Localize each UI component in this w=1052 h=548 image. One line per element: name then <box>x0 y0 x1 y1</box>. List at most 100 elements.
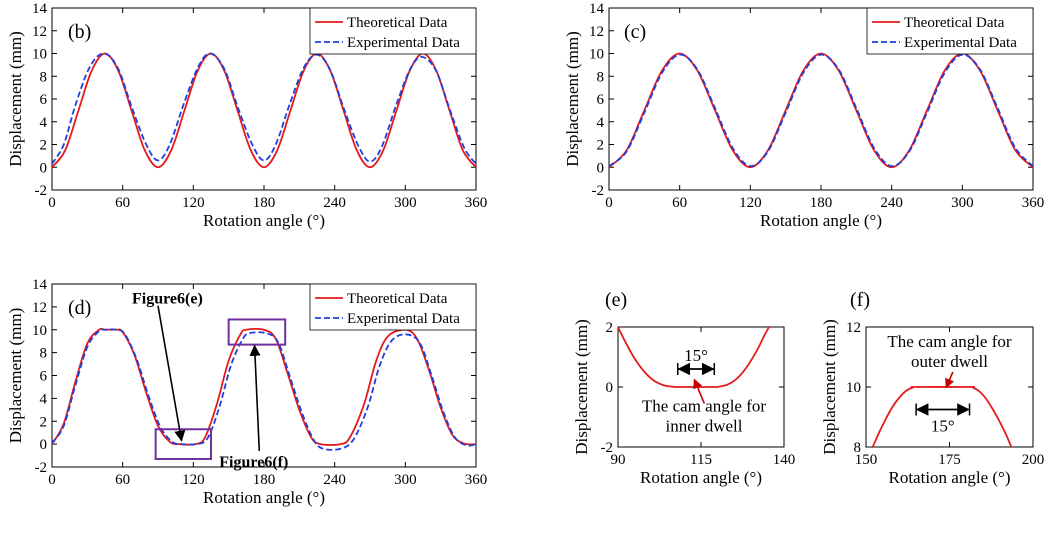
x-tick-label: 300 <box>394 472 417 488</box>
dwell-angle-label: 15° <box>931 417 955 436</box>
y-tick-label: 14 <box>32 1 48 17</box>
y-axis-label: Displacement (mm) <box>572 319 591 455</box>
x-tick-label: 360 <box>465 195 488 211</box>
x-tick-label: 60 <box>115 195 130 211</box>
y-tick-label: 0 <box>40 160 48 176</box>
y-tick-label: 6 <box>40 369 48 385</box>
y-tick-label: 8 <box>597 69 605 85</box>
series-line-theoretical <box>609 52 1033 169</box>
series-line-experimental <box>52 328 476 451</box>
x-tick-label: 0 <box>48 472 56 488</box>
legend-box <box>309 7 477 55</box>
zoom-region-box <box>227 318 287 346</box>
y-tick-label: 10 <box>32 323 47 339</box>
y-tick-label: -2 <box>592 183 605 199</box>
x-tick-label: 300 <box>394 195 417 211</box>
y-tick-label: 2 <box>597 138 605 154</box>
x-tick-label: 0 <box>48 195 56 211</box>
y-tick-label: 4 <box>40 391 48 407</box>
x-tick-label: 60 <box>672 195 687 211</box>
x-tick-label: 120 <box>182 195 205 211</box>
y-tick-label: 2 <box>606 320 614 336</box>
y-tick-label: 2 <box>40 414 48 430</box>
annotation-line: The cam angle for <box>887 332 1011 351</box>
x-tick-label: 120 <box>739 195 762 211</box>
y-tick-label: 10 <box>32 47 47 63</box>
y-tick-label: 14 <box>32 277 48 293</box>
y-tick-label: 2 <box>40 138 48 154</box>
x-tick-label: 360 <box>465 472 488 488</box>
panel-label: (f) <box>850 289 870 311</box>
x-tick-label: 150 <box>855 452 878 468</box>
y-tick-label: 8 <box>854 440 862 456</box>
x-axis-label: Rotation angle (°) <box>889 468 1011 487</box>
chart-panel-b: 0 60 120 180 240 300 360-202468101214Rotation … <box>6 1 487 230</box>
y-tick-label: -2 <box>35 183 48 199</box>
y-tick-label: 10 <box>846 380 861 396</box>
x-tick-label: 115 <box>690 452 712 468</box>
annotation-line: The cam angle for <box>642 397 766 416</box>
y-tick-label: 4 <box>40 115 48 131</box>
annotation-arrow <box>945 371 954 389</box>
x-tick-label: 60 <box>115 472 130 488</box>
chart-panel-c: 0 60 120 180 240 300 360-202468101214Rotation … <box>563 1 1044 230</box>
y-tick-label: 12 <box>589 24 604 40</box>
series-line-experimental <box>609 53 1033 168</box>
x-axis-label: Rotation angle (°) <box>203 211 325 230</box>
panel-label: (b) <box>68 21 91 43</box>
x-tick-label: 240 <box>880 195 903 211</box>
legend-entry: Theoretical Data <box>347 15 448 31</box>
y-tick-label: 12 <box>32 300 47 316</box>
series-line-theoretical <box>871 386 1013 447</box>
x-tick-label: 180 <box>253 472 276 488</box>
panel-label: (e) <box>605 289 627 311</box>
x-axis-label: Rotation angle (°) <box>640 468 762 487</box>
y-tick-label: 6 <box>40 92 48 108</box>
y-axis-label: Displacement (mm) <box>6 31 25 167</box>
x-axis-label: Rotation angle (°) <box>203 488 325 507</box>
y-tick-label: 12 <box>846 320 861 336</box>
y-tick-label: -2 <box>35 460 48 476</box>
annotation-arrow <box>249 344 261 452</box>
y-tick-label: 14 <box>589 1 605 17</box>
x-tick-label: 140 <box>773 452 796 468</box>
x-tick-label: 240 <box>323 472 346 488</box>
legend-entry: Experimental Data <box>904 35 1017 51</box>
x-tick-label: 120 <box>182 472 205 488</box>
panel-label: (c) <box>624 21 646 43</box>
y-tick-label: 8 <box>40 69 48 85</box>
annotation-arrow <box>693 378 706 404</box>
chart-panel-f: 150 175 200 8 10 12 Rotation angle (°) Displace… <box>820 289 1044 487</box>
chart-panel-e: 90 115 140 -2 0 2 Rotation angle (°) Displaceme… <box>572 289 795 487</box>
annotation-label: Figure6(f) <box>219 454 288 471</box>
x-tick-label: 0 <box>605 195 613 211</box>
panel-label: (d) <box>68 297 91 319</box>
y-tick-label: 0 <box>597 160 605 176</box>
annotation-line: outer dwell <box>911 352 988 371</box>
y-axis-label: Displacement (mm) <box>6 308 25 444</box>
x-axis-label: Rotation angle (°) <box>760 211 882 230</box>
y-tick-label: 10 <box>589 47 604 63</box>
legend-box <box>866 7 1034 55</box>
x-tick-label: 180 <box>810 195 833 211</box>
x-tick-label: 240 <box>323 195 346 211</box>
legend-entry: Theoretical Data <box>347 291 448 307</box>
x-tick-label: 90 <box>611 452 626 468</box>
legend-entry: Theoretical Data <box>904 15 1005 31</box>
legend-entry: Experimental Data <box>347 35 460 51</box>
x-tick-label: 360 <box>1022 195 1045 211</box>
zoom-region-box <box>154 428 212 460</box>
y-tick-label: 8 <box>40 346 48 362</box>
annotation-label: Figure6(e) <box>132 291 203 308</box>
annotation-arrow <box>157 305 186 442</box>
x-tick-label: 180 <box>253 195 276 211</box>
y-tick-label: 0 <box>606 380 614 396</box>
y-axis-label: Displacement (mm) <box>820 319 839 455</box>
y-axis-label: Displacement (mm) <box>563 31 582 167</box>
series-line-theoretical <box>52 52 476 169</box>
chart-panel-d: 0 60 120 180 240 300 360-202468101214Rotation … <box>6 277 487 507</box>
x-tick-label: 200 <box>1022 452 1045 468</box>
y-tick-label: 6 <box>597 92 605 108</box>
y-tick-label: 4 <box>597 115 605 131</box>
